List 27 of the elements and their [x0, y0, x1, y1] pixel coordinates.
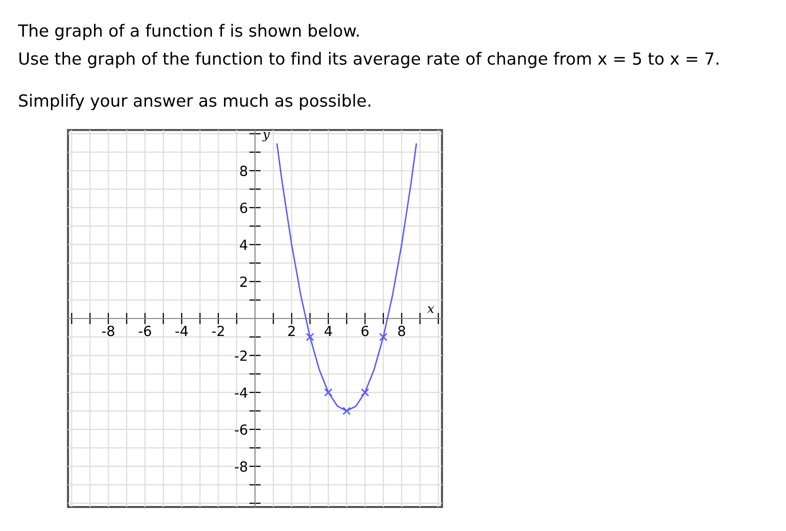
y-tick-label: 4 [240, 240, 248, 250]
point [324, 388, 332, 397]
line-series [276, 143, 418, 412]
y-tick-label: 6 [240, 202, 248, 214]
x-tick-label: 4 [324, 326, 332, 336]
x-tick-label: 2 [288, 326, 295, 336]
y-tick-label: -2 [234, 350, 247, 361]
y-tick-label: 8 [240, 166, 248, 176]
x-tick-label: 6 [362, 326, 369, 336]
y-tick-label: -8 [234, 461, 248, 472]
y-axis-title: y [262, 132, 270, 142]
chart-title: The graph of a function f is shown below. [18, 24, 359, 40]
y-tick-label: 2 [240, 276, 247, 287]
text: Simplify your answer as much as possible. [19, 94, 370, 110]
x-tick-label: 8 [398, 326, 406, 336]
point [379, 332, 388, 342]
point [342, 406, 351, 416]
x-axis-title: x [427, 306, 434, 313]
y-tick-label: -6 [234, 424, 248, 435]
text: Use the graph of the function to find its average rate of change from x = 5 to x = 7. [19, 52, 718, 68]
x-tick-label: -2 [212, 326, 224, 336]
x-tick-label: -4 [175, 326, 188, 336]
y-tick-label: -4 [234, 388, 248, 398]
x-tick-label: -8 [102, 326, 114, 336]
point [360, 388, 370, 397]
point [306, 332, 314, 342]
x-tick-label: -6 [138, 326, 152, 336]
